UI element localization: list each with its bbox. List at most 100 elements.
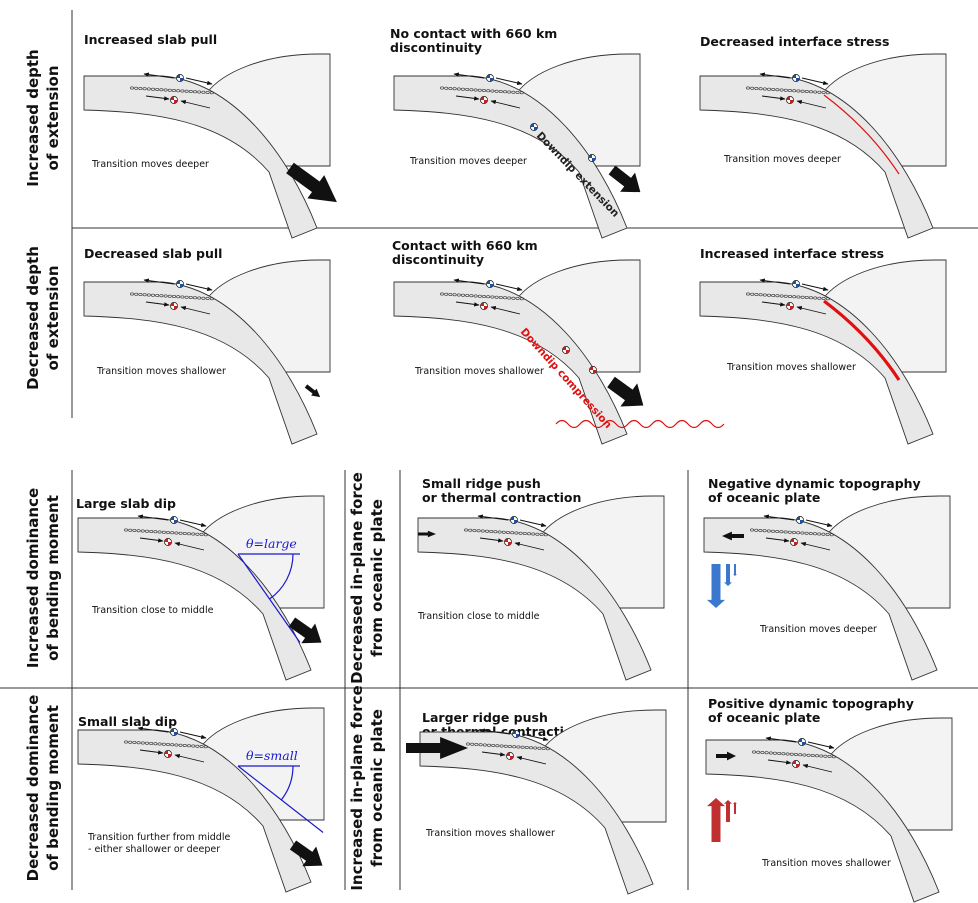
svg-text:of bending moment: of bending moment — [44, 495, 62, 661]
panels: Increased slab pull Transition moves deep… — [76, 26, 953, 903]
compression-beachball — [480, 302, 488, 310]
extension-beachball — [530, 123, 538, 131]
neutral-plane — [129, 86, 214, 95]
panel-caption: Transition further from middle — [87, 832, 230, 843]
compression-arrow-right — [800, 542, 831, 551]
svg-text:Decreased depth: Decreased depth — [24, 246, 42, 390]
compression-beachball — [164, 750, 172, 758]
subduction-diagram — [83, 259, 331, 445]
neutral-plane — [123, 740, 208, 749]
panel-title: Small slab dip — [78, 714, 177, 729]
compression-arrow-left — [761, 301, 786, 307]
panel-caption: Transition moves shallower — [414, 366, 544, 377]
compression-arrow-right — [516, 756, 547, 765]
extension-arrow-right — [179, 731, 207, 740]
panel-title: Small ridge push — [422, 476, 541, 491]
neutral-plane — [745, 86, 830, 95]
extension-arrow-left — [479, 728, 511, 735]
compression-arrow-left — [761, 95, 786, 101]
extension-beachball — [176, 280, 184, 288]
panel-10: Small slab dip Transition further from mi… — [77, 707, 325, 893]
extension-beachball — [170, 728, 178, 736]
compression-beachball — [792, 760, 800, 768]
ridge-push-arrow — [406, 737, 468, 759]
compression-arrow-left — [481, 751, 506, 757]
neutral-plane — [123, 528, 208, 537]
row-label-decreased-bending: Decreased dominance of bending moment — [24, 695, 62, 882]
svg-text:of bending moment: of bending moment — [44, 705, 62, 871]
extension-beachball — [510, 516, 518, 524]
compression-arrow-right — [796, 306, 827, 315]
upwelling-arrow-small — [733, 802, 737, 814]
panel-title: discontinuity — [392, 252, 484, 267]
extension-arrow-left — [137, 514, 169, 521]
plate-interface — [823, 94, 900, 175]
panel-3: Decreased interface stress Transition mov… — [699, 34, 947, 239]
neutral-plane — [465, 742, 550, 751]
panel-caption: Transition close to middle — [91, 605, 214, 616]
extension-arrow-right — [185, 283, 213, 292]
subduction-diagram — [83, 53, 331, 239]
extension-arrow-right — [801, 283, 829, 292]
compression-arrow-right — [796, 100, 827, 109]
extension-arrow-right — [805, 519, 833, 528]
panel-title: Decreased interface stress — [700, 34, 889, 49]
neutral-plane — [751, 750, 836, 759]
extension-arrow-left — [765, 736, 797, 743]
subducting-slab — [83, 75, 318, 239]
svg-text:Decreased dominance: Decreased dominance — [24, 695, 42, 882]
subducting-slab — [417, 517, 652, 681]
panel-caption: Transition moves shallower — [425, 828, 555, 839]
compression-arrow-left — [765, 537, 790, 543]
panel-caption: Transition moves shallower — [96, 366, 226, 377]
compression-arrow-right — [180, 306, 211, 315]
compression-beachball — [170, 96, 178, 104]
subduction-diagram — [703, 495, 951, 681]
svg-text:Increased depth: Increased depth — [24, 49, 42, 186]
subducting-slab — [393, 281, 628, 445]
subduction-diagram: Downdip compression — [393, 259, 725, 445]
compression-arrow-left — [145, 301, 170, 307]
extension-arrow-right — [495, 283, 523, 292]
extension-arrow-left — [453, 278, 485, 285]
compression-arrow-left — [455, 95, 480, 101]
row-label-increased-inplane: Increased in-plane force from oceanic pl… — [348, 685, 386, 890]
row-label-decreased-inplane: Decreased in-plane force from oceanic pl… — [348, 472, 386, 684]
panel-title: Positive dynamic topography — [708, 696, 914, 711]
compression-arrow-left — [145, 95, 170, 101]
subduction-diagram — [699, 259, 947, 445]
svg-text:Increased in-plane force: Increased in-plane force — [348, 685, 366, 890]
panel-caption: - either shallower or deeper — [88, 844, 220, 855]
svg-text:from oceanic plate: from oceanic plate — [368, 499, 386, 657]
panel-caption: Transition moves deeper — [409, 156, 527, 167]
extension-beachball — [170, 516, 178, 524]
panel-title: Negative dynamic topography — [708, 476, 921, 491]
subduction-diagram — [699, 53, 947, 239]
extension-arrow-right — [179, 519, 207, 528]
panel-caption: Transition moves deeper — [723, 154, 841, 165]
row-label-increased-depth: Increased depth of extension — [24, 49, 62, 186]
extension-beachball — [588, 154, 596, 162]
extension-arrow-left — [137, 726, 169, 733]
ridge-push-arrow — [716, 751, 736, 761]
slab-dip-line — [237, 765, 324, 833]
compression-arrow-left — [479, 537, 504, 543]
compression-beachball — [506, 752, 514, 760]
compression-arrow-right — [490, 306, 521, 315]
panel-4: Decreased slab pull Transition moves shal… — [83, 246, 331, 445]
panel-title: of oceanic plate — [708, 490, 820, 505]
subduction-diagram: θ=large — [77, 495, 325, 681]
panel-title: of oceanic plate — [708, 710, 820, 725]
subduction-diagram — [417, 495, 665, 681]
downwelling-arrow-medium — [724, 564, 732, 586]
compression-arrow-right — [174, 754, 205, 763]
panel-caption: Transition moves shallower — [726, 362, 856, 373]
compression-beachball — [164, 538, 172, 546]
slab-pull-arrow — [289, 840, 323, 867]
compression-beachball — [790, 538, 798, 546]
panel-caption: Transition moves deeper — [91, 159, 209, 170]
neutral-plane — [129, 292, 214, 301]
